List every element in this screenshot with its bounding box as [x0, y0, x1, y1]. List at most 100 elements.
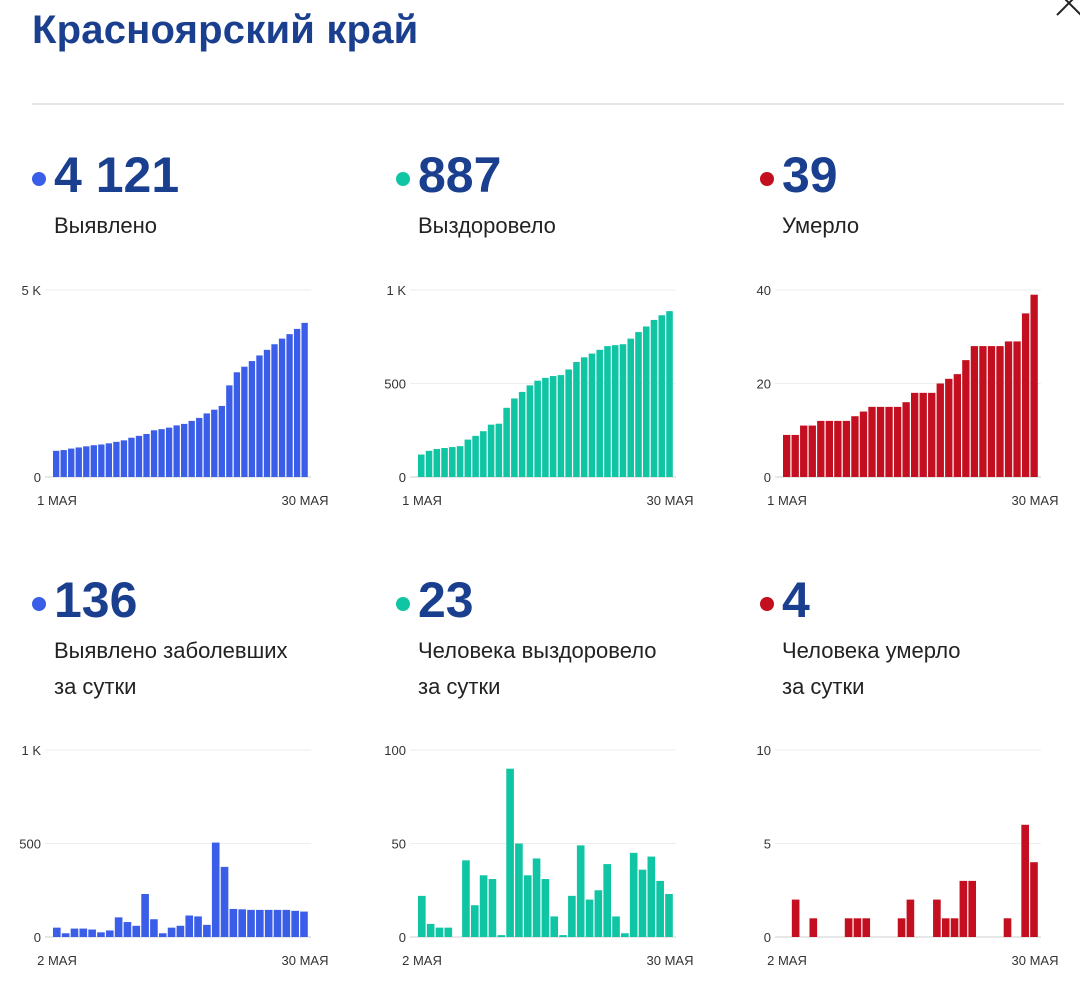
bar — [604, 346, 611, 477]
stat-label-line2: за сутки — [782, 674, 865, 699]
bar — [300, 911, 308, 937]
red-dot-icon — [760, 597, 774, 611]
bar — [105, 930, 114, 937]
bar — [444, 927, 453, 937]
bar — [1021, 824, 1029, 937]
bar — [60, 450, 67, 477]
bar — [79, 928, 88, 937]
bar — [906, 899, 915, 937]
cumulative-recovered-chart: 0 500 1 K 1 МАЯ 30 МАЯ — [384, 283, 694, 508]
bar — [488, 879, 497, 937]
stat-label: Выздоровело — [418, 208, 556, 244]
bar — [150, 919, 158, 937]
blue-dot-icon — [32, 597, 46, 611]
bar — [650, 319, 658, 477]
bar — [203, 924, 211, 937]
bar — [218, 405, 225, 477]
bar — [135, 435, 143, 477]
bar — [515, 843, 523, 937]
bar — [658, 315, 666, 477]
bar — [665, 893, 673, 937]
bar — [621, 933, 629, 937]
bar — [435, 927, 444, 937]
bar — [532, 858, 541, 937]
bar — [256, 909, 264, 937]
bar — [897, 918, 906, 937]
close-icon[interactable] — [1052, 0, 1080, 20]
stat-label-line1: Человека выздоровело — [418, 638, 657, 663]
y-tick-label: 0 — [34, 930, 41, 945]
bar — [75, 447, 82, 477]
y-tick-label: 500 — [384, 377, 406, 392]
bar — [817, 420, 825, 477]
bar — [534, 380, 541, 477]
x-tick-label-end: 30 МАЯ — [647, 493, 694, 508]
x-tick-label-start: 2 МАЯ — [402, 953, 442, 968]
bar — [291, 910, 299, 937]
bar — [123, 922, 132, 937]
bar — [945, 378, 953, 477]
bar — [226, 385, 233, 477]
stat-label-line1: Выздоровело — [418, 213, 556, 238]
bar — [185, 915, 194, 937]
bar — [542, 377, 549, 477]
bar — [809, 918, 818, 937]
bar — [953, 374, 961, 477]
y-tick-label: 0 — [764, 930, 771, 945]
bar — [497, 935, 506, 937]
bar — [996, 346, 1004, 477]
bar — [596, 349, 603, 477]
cumulative-confirmed-chart: 0 5 K 1 МАЯ 30 МАЯ — [21, 283, 328, 508]
bar — [862, 918, 871, 937]
bar — [173, 425, 180, 477]
bar — [90, 445, 97, 477]
bar — [433, 448, 441, 477]
bar — [449, 447, 456, 477]
bar — [61, 933, 70, 937]
bar — [263, 349, 271, 477]
bar — [987, 346, 996, 477]
red-dot-icon — [760, 172, 774, 186]
bar — [441, 448, 448, 477]
y-tick-label: 50 — [392, 837, 406, 852]
bar — [565, 369, 572, 477]
y-tick-label: 1 K — [21, 743, 41, 758]
bar — [113, 441, 120, 477]
bar — [603, 864, 612, 937]
bar — [962, 360, 970, 477]
bar — [238, 909, 247, 937]
bar — [568, 895, 576, 937]
stat-value: 4 — [782, 572, 810, 628]
teal-dot-icon — [396, 172, 410, 186]
bar — [550, 916, 559, 937]
x-tick-label-end: 30 МАЯ — [1012, 493, 1059, 508]
stat-label-line1: Умерло — [782, 213, 860, 238]
x-tick-label-end: 30 МАЯ — [1012, 953, 1059, 968]
stat-label-line1: Выявлено — [54, 213, 158, 238]
bar — [83, 446, 90, 477]
x-tick-label-end: 30 МАЯ — [282, 953, 329, 968]
x-tick-label-start: 2 МАЯ — [767, 953, 807, 968]
bar — [842, 420, 851, 477]
blue-dot-icon — [32, 172, 46, 186]
stat-label-line2: за сутки — [418, 674, 501, 699]
y-tick-label: 0 — [34, 470, 41, 485]
y-tick-label: 0 — [399, 470, 406, 485]
bar — [181, 423, 188, 477]
bar — [128, 437, 135, 477]
bar — [256, 355, 263, 477]
stat-label: Человека умерло за сутки — [782, 633, 961, 705]
bar — [53, 450, 60, 477]
bar — [70, 928, 79, 937]
bar — [585, 899, 594, 937]
bar — [247, 909, 255, 937]
bar — [541, 879, 550, 937]
bar — [594, 890, 603, 937]
bar — [105, 443, 113, 477]
bar — [959, 880, 968, 937]
bar — [557, 375, 565, 477]
bar — [286, 334, 293, 477]
bar — [194, 916, 202, 937]
bar — [271, 344, 278, 477]
header-divider — [32, 103, 1064, 105]
